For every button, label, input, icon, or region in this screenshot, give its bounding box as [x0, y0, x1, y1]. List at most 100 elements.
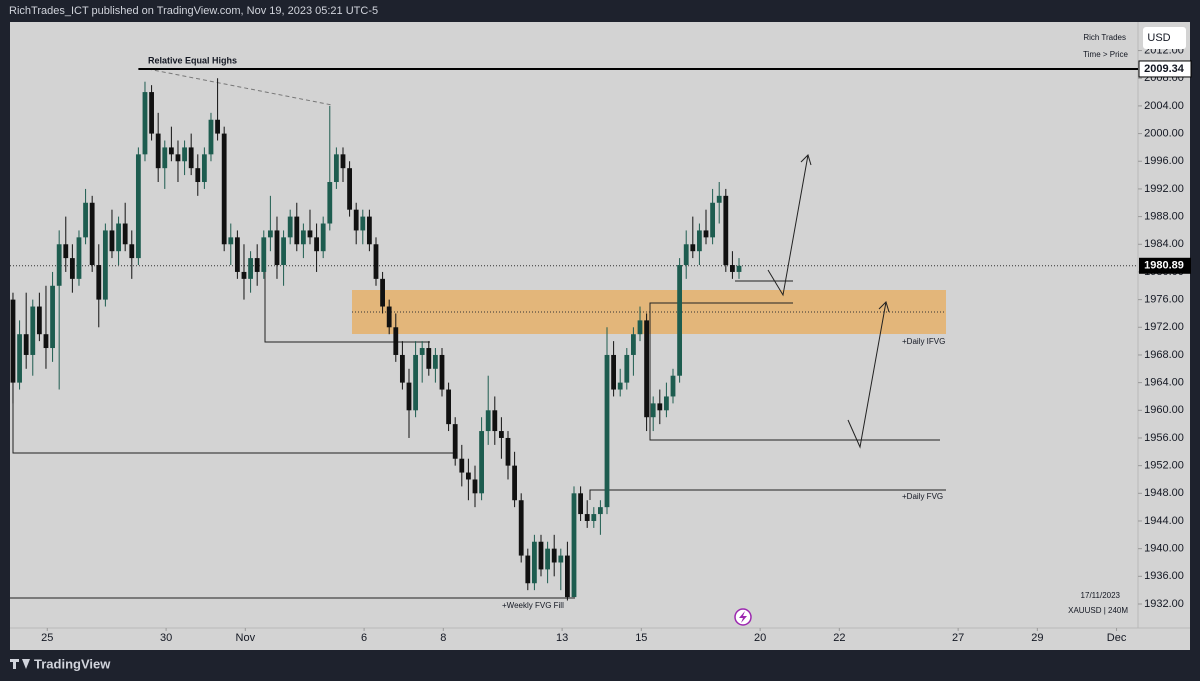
x-tick-label: 27 [952, 632, 964, 644]
arrow-head [878, 301, 890, 313]
x-tick-label: 13 [556, 632, 568, 644]
candle-body [419, 348, 425, 355]
candle-body [723, 195, 729, 266]
y-tick-label: 2004.00 [1144, 100, 1184, 112]
candle-body [96, 265, 102, 300]
candle-body [380, 278, 385, 307]
candle-body [558, 555, 564, 563]
candle-body [274, 230, 280, 266]
y-tick-label: 1984.00 [1144, 238, 1184, 250]
watermark-bg [1074, 28, 1136, 62]
candle-body [604, 354, 610, 508]
candle-body [221, 133, 227, 245]
candle-body [327, 182, 333, 224]
candle-body [294, 216, 300, 245]
price-label-box [1139, 257, 1191, 274]
arrow-head [800, 154, 812, 166]
candle-body [353, 209, 359, 231]
arrow [767, 154, 809, 297]
candle-body [439, 354, 445, 390]
candle-body [459, 458, 465, 473]
candle-body [512, 465, 517, 501]
candle-body [340, 154, 346, 169]
candle-body [281, 237, 286, 266]
candle-body [36, 306, 42, 335]
x-tick-label: 29 [1031, 632, 1043, 644]
candle-body [413, 354, 418, 411]
y-tick-label: 2000.00 [1144, 127, 1184, 139]
candle-body [30, 306, 36, 355]
candle-body [584, 514, 590, 521]
candle-body [406, 382, 412, 411]
y-tick-label: 1936.00 [1144, 570, 1184, 582]
candle-body [17, 334, 22, 383]
author: Rich Trades [1083, 33, 1126, 42]
candle-body [182, 147, 187, 162]
annotation: +Daily IFVG [902, 337, 945, 346]
y-tick-label: 1992.00 [1144, 183, 1184, 195]
candle-body [591, 514, 597, 521]
currency-button[interactable] [1143, 27, 1186, 49]
candle-body [10, 299, 16, 383]
candle-body [446, 389, 451, 425]
candle-body [228, 237, 234, 245]
candle-body [690, 244, 696, 252]
y-tick-label: 1932.00 [1144, 598, 1184, 610]
candle-body [89, 202, 95, 266]
candle-body [254, 258, 260, 272]
candle-body [149, 92, 154, 134]
candle-body [564, 555, 570, 598]
candle-body [492, 410, 498, 432]
candle-body [168, 147, 174, 155]
x-tick-label: 30 [160, 632, 172, 644]
candle-body [578, 493, 584, 515]
alert-bolt [739, 611, 747, 623]
candle-body [670, 375, 676, 397]
price-label-box [1138, 60, 1192, 78]
candle-body [697, 230, 702, 252]
annotation: Relative Equal Highs [148, 55, 237, 65]
candle-body [333, 154, 339, 183]
candle-body [43, 334, 49, 349]
brand-logo [10, 659, 30, 669]
candle-body [479, 431, 484, 494]
candle-body [320, 223, 326, 252]
annotation: +Daily FVG [902, 492, 943, 501]
candle-body [393, 327, 399, 355]
price-label: 1980.89 [1144, 260, 1184, 272]
candles: 2009.34 1980.89 [10, 60, 1192, 601]
candle-body [129, 244, 135, 259]
candle-body [373, 244, 379, 279]
candle-body [657, 403, 663, 411]
y-tick-label: 1968.00 [1144, 349, 1184, 361]
candle-body [69, 258, 75, 279]
y-tick-label: 1948.00 [1144, 487, 1184, 499]
candle-body [56, 244, 62, 286]
candle-body [598, 507, 603, 515]
candle-body [624, 354, 630, 383]
x-tick-label: 8 [440, 632, 446, 644]
x-tick-label: 22 [833, 632, 845, 644]
candle-body [637, 320, 643, 335]
currency[interactable]: USD [1147, 32, 1170, 44]
y-tick-label: 1964.00 [1144, 377, 1184, 389]
candle-body [267, 230, 273, 238]
candle-body [472, 479, 478, 494]
candle-body [116, 223, 121, 252]
candle-body [287, 216, 293, 238]
candle-body [261, 237, 267, 272]
candle-body [195, 168, 201, 183]
candle-body [162, 147, 168, 169]
candle-body [23, 334, 29, 355]
candle-body [347, 168, 352, 210]
candle-body [122, 223, 128, 245]
candle-body [366, 216, 372, 245]
candle-body [386, 306, 392, 328]
candle-body [505, 437, 511, 466]
candle-body [307, 230, 313, 238]
candle-body [485, 410, 491, 432]
candle-body [135, 154, 141, 259]
x-tick-label: 20 [754, 632, 766, 644]
symbol-label: XAUUSD | 240M [1068, 606, 1128, 615]
